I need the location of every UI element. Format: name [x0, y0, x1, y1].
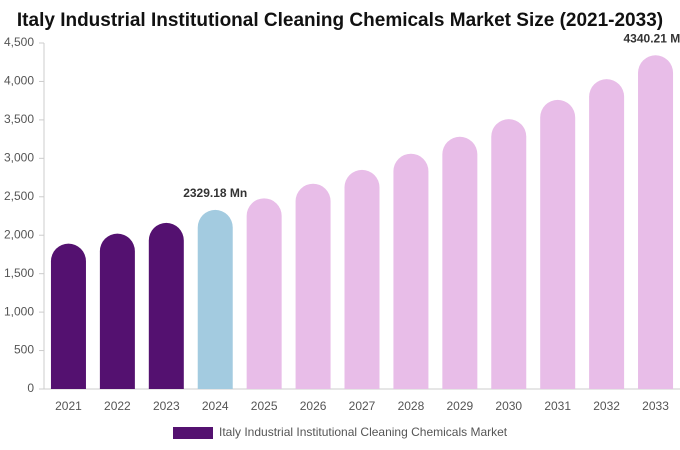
- bar: [491, 119, 527, 390]
- data-label: 2329.18 Mn: [183, 186, 247, 200]
- y-tick-label: 500: [14, 343, 34, 357]
- bar: [246, 198, 282, 389]
- bar: [197, 209, 233, 389]
- y-tick-label: 1,000: [4, 304, 34, 318]
- legend-swatch: [173, 427, 213, 439]
- chart-title: Italy Industrial Institutional Cleaning …: [17, 10, 663, 31]
- bar: [393, 153, 429, 389]
- bar: [50, 243, 86, 389]
- bar: [295, 183, 331, 389]
- x-tick-label: 2028: [398, 399, 425, 413]
- x-tick-label: 2022: [104, 399, 131, 413]
- bar: [442, 136, 478, 389]
- x-tick-label: 2027: [349, 399, 376, 413]
- bar: [540, 99, 576, 390]
- x-tick-label: 2023: [153, 399, 180, 413]
- legend-label: Italy Industrial Institutional Cleaning …: [219, 425, 508, 439]
- bar: [148, 222, 184, 389]
- bar: [99, 233, 135, 389]
- y-tick-label: 4,000: [4, 74, 34, 88]
- bar: [589, 79, 625, 389]
- y-tick-label: 4,500: [4, 35, 34, 49]
- y-tick-label: 1,500: [4, 266, 34, 280]
- x-tick-label: 2032: [593, 399, 620, 413]
- x-tick-label: 2031: [544, 399, 571, 413]
- data-label: 4340.21 Mn: [624, 31, 680, 45]
- y-tick-label: 3,500: [4, 112, 34, 126]
- x-tick-label: 2021: [55, 399, 82, 413]
- x-tick-label: 2033: [642, 399, 669, 413]
- x-tick-label: 2029: [446, 399, 473, 413]
- x-tick-label: 2030: [495, 399, 522, 413]
- y-tick-label: 0: [27, 381, 34, 395]
- y-tick-label: 2,000: [4, 227, 34, 241]
- y-tick-label: 3,000: [4, 151, 34, 165]
- x-tick-label: 2025: [251, 399, 278, 413]
- x-tick-label: 2026: [300, 399, 327, 413]
- x-tick-label: 2024: [202, 399, 229, 413]
- y-tick-label: 2,500: [4, 189, 34, 203]
- bar: [344, 169, 380, 389]
- bar: [638, 55, 674, 389]
